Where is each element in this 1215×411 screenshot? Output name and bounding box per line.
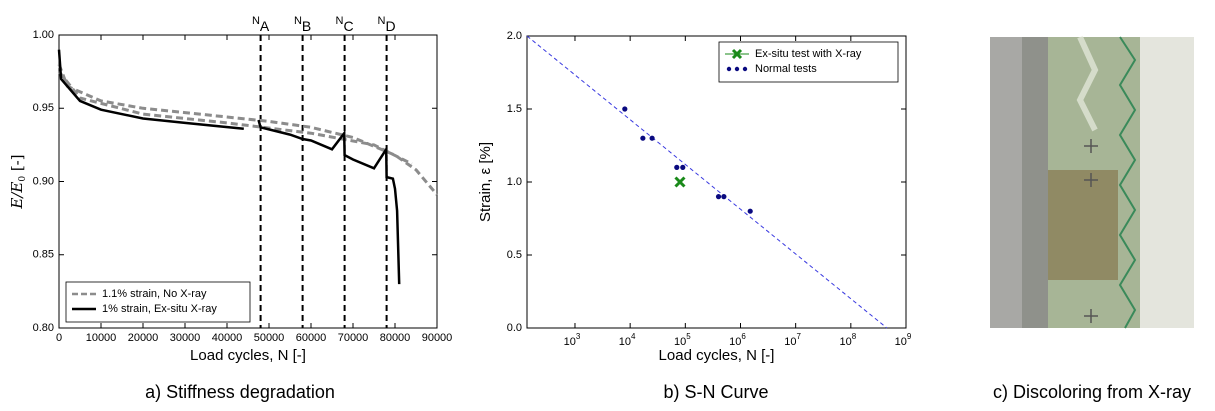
event-label-sub: C bbox=[344, 18, 354, 34]
series-line bbox=[57, 49, 401, 285]
x-tick-base: 10 bbox=[729, 336, 741, 348]
y-axis-label-main: E/E bbox=[8, 182, 26, 210]
legend-swatch bbox=[734, 66, 740, 72]
event-label-sub: B bbox=[302, 18, 311, 34]
event-label-sub: A bbox=[260, 18, 270, 34]
x-tick-base: 10 bbox=[619, 336, 631, 348]
x-tick-exponent: 6 bbox=[741, 332, 746, 341]
x-tick-label: 60000 bbox=[296, 332, 327, 344]
event-label-main: N bbox=[294, 15, 302, 27]
x-tick-base: 10 bbox=[674, 336, 686, 348]
data-point bbox=[680, 164, 686, 170]
y-tick-label: 0.80 bbox=[33, 322, 54, 334]
x-tick-exponent: 3 bbox=[576, 332, 581, 341]
data-point bbox=[721, 194, 727, 200]
legend-label: Ex-situ test with X-ray bbox=[755, 48, 862, 60]
data-point bbox=[674, 164, 680, 170]
event-label-sub: D bbox=[386, 18, 396, 34]
legend-swatch bbox=[731, 48, 743, 60]
y-tick-label: 0.85 bbox=[33, 249, 54, 261]
series-line bbox=[526, 35, 888, 329]
x-tick-label: 107 bbox=[784, 332, 801, 348]
x-tick-label: 80000 bbox=[380, 332, 411, 344]
event-label: NC bbox=[336, 15, 354, 34]
photo-shadow bbox=[1022, 37, 1048, 328]
series-line bbox=[57, 63, 439, 196]
x-tick-exponent: 4 bbox=[631, 332, 636, 341]
y-axis-label-sub: 0 bbox=[18, 176, 28, 182]
x-tick-label: 70000 bbox=[338, 332, 369, 344]
x-tick-label: 50000 bbox=[254, 332, 285, 344]
event-label: NA bbox=[252, 15, 270, 34]
event-label: NB bbox=[294, 15, 311, 34]
x-tick-label: 40000 bbox=[212, 332, 243, 344]
x-tick-label: 20000 bbox=[128, 332, 159, 344]
data-point bbox=[674, 176, 686, 188]
legend-swatch bbox=[726, 66, 732, 72]
caption: c) Discoloring from X-ray bbox=[993, 382, 1191, 402]
y-tick-label: 0.0 bbox=[507, 322, 522, 334]
legend-label: Normal tests bbox=[755, 63, 817, 75]
y-axis-label-unit: [-] bbox=[8, 154, 26, 176]
y-axis-label: Strain, ε [%] bbox=[477, 142, 494, 222]
legend-label: 1.1% strain, No X-ray bbox=[102, 288, 207, 300]
y-tick-label: 2.0 bbox=[507, 30, 522, 42]
y-tick-label: 0.95 bbox=[33, 102, 54, 114]
y-tick-label: 0.90 bbox=[33, 175, 54, 187]
photo-edge bbox=[990, 37, 1022, 328]
x-tick-exponent: 5 bbox=[686, 332, 691, 341]
photo-edge-right bbox=[1140, 37, 1194, 328]
event-label-main: N bbox=[336, 15, 344, 27]
x-tick-base: 10 bbox=[784, 336, 796, 348]
photo bbox=[990, 35, 1194, 329]
legend-swatch bbox=[742, 66, 748, 72]
data-point bbox=[649, 135, 655, 141]
y-tick-label: 1.0 bbox=[507, 176, 522, 188]
x-tick-label: 109 bbox=[895, 332, 912, 348]
x-tick-exponent: 7 bbox=[797, 332, 802, 341]
y-axis-label: E/E0 [-] bbox=[8, 154, 28, 209]
event-label: ND bbox=[378, 15, 396, 34]
plot-frame bbox=[58, 34, 438, 329]
x-axis-label: Load cycles, N [-] bbox=[190, 347, 306, 364]
x-tick-exponent: 8 bbox=[852, 332, 857, 341]
y-tick-label: 1.00 bbox=[33, 29, 54, 41]
legend-label: 1% strain, Ex-situ X-ray bbox=[102, 303, 217, 315]
x-tick-label: 108 bbox=[839, 332, 856, 348]
y-axis-label-main: Strain, ε [%] bbox=[477, 142, 494, 222]
data-point bbox=[640, 135, 646, 141]
x-tick-label: 105 bbox=[674, 332, 691, 348]
plot-frame bbox=[526, 35, 907, 329]
x-tick-label: 10000 bbox=[86, 332, 117, 344]
data-point bbox=[715, 194, 722, 200]
caption: a) Stiffness degradation bbox=[145, 382, 335, 402]
x-tick-label: 30000 bbox=[170, 332, 201, 344]
data-point bbox=[747, 208, 753, 214]
x-tick-base: 10 bbox=[895, 336, 907, 348]
event-label-main: N bbox=[252, 15, 260, 27]
x-tick-base: 10 bbox=[564, 336, 576, 348]
x-tick-label: 106 bbox=[729, 332, 746, 348]
photo-spot bbox=[1076, 35, 1099, 132]
y-tick-label: 0.5 bbox=[507, 249, 522, 261]
x-tick-base: 10 bbox=[839, 336, 851, 348]
event-label-main: N bbox=[378, 15, 386, 27]
y-tick-label: 1.5 bbox=[507, 103, 522, 115]
photo-marks bbox=[1084, 139, 1098, 323]
legend-box bbox=[718, 41, 899, 83]
x-tick-label: 0 bbox=[56, 332, 62, 344]
photo-stitch bbox=[1118, 36, 1137, 329]
x-axis-label: Load cycles, N [-] bbox=[659, 347, 775, 364]
x-tick-exponent: 9 bbox=[907, 332, 912, 341]
legend-box bbox=[65, 281, 251, 323]
photo-discoloring bbox=[1048, 170, 1118, 280]
caption: b) S-N Curve bbox=[663, 382, 768, 402]
x-tick-label: 90000 bbox=[422, 332, 453, 344]
x-tick-label: 104 bbox=[619, 332, 636, 348]
data-point bbox=[622, 106, 628, 112]
x-tick-label: 103 bbox=[564, 332, 581, 348]
